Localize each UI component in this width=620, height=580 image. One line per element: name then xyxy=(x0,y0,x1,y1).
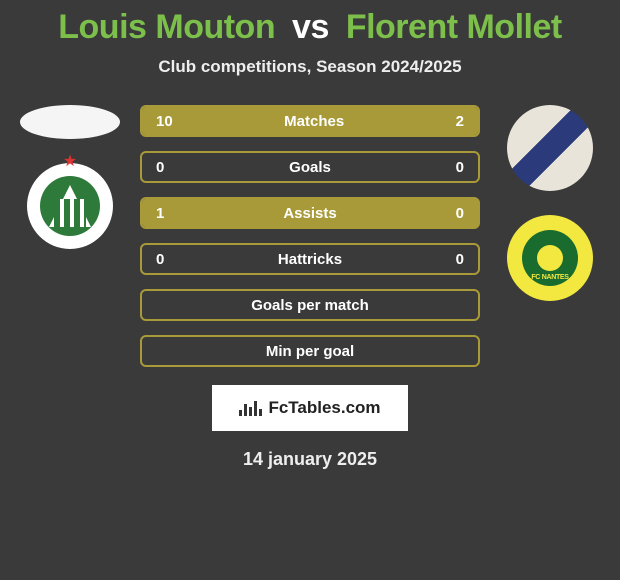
asse-stripes-icon xyxy=(54,199,86,227)
stat-left-value: 1 xyxy=(156,205,164,222)
stat-bar: Min per goal xyxy=(140,335,480,367)
stat-label: Assists xyxy=(283,205,336,222)
stat-bar: Goals per match xyxy=(140,289,480,321)
club2-crest: FC NANTES xyxy=(507,215,593,301)
badge-text: FcTables.com xyxy=(268,398,380,418)
stat-label: Matches xyxy=(284,113,344,130)
stat-bar: 0 Hattricks 0 xyxy=(140,243,480,275)
root: Louis Mouton vs Florent Mollet Club comp… xyxy=(0,0,620,580)
sun-icon xyxy=(537,245,563,271)
stat-label: Min per goal xyxy=(266,343,354,360)
bars-icon xyxy=(239,401,262,416)
subtitle: Club competitions, Season 2024/2025 xyxy=(158,57,461,77)
stats-column: 10 Matches 2 0 Goals 0 1 Assists 0 0 Hattricks 0 Goa… xyxy=(140,105,480,367)
stat-label: Hattricks xyxy=(278,251,342,268)
date-text: 14 january 2025 xyxy=(243,449,377,470)
player2-photo xyxy=(507,105,593,191)
stat-right-value: 0 xyxy=(456,251,464,268)
vs-text: vs xyxy=(292,8,329,46)
star-icon: ★ xyxy=(63,151,77,171)
content-row: ★ 10 Matches 2 0 Goals 0 1 Assists 0 0 Hattricks 0 G… xyxy=(0,105,620,367)
stat-left-value: 10 xyxy=(156,113,173,130)
club2-crest-label: FC NANTES xyxy=(507,274,593,281)
stat-right-value: 2 xyxy=(456,113,464,130)
stat-bar: 0 Goals 0 xyxy=(140,151,480,183)
right-avatar-column: FC NANTES xyxy=(500,105,600,301)
stat-bar: 1 Assists 0 xyxy=(140,197,480,229)
fctables-badge[interactable]: FcTables.com xyxy=(212,385,408,431)
stat-bar: 10 Matches 2 xyxy=(140,105,480,137)
stat-label: Goals xyxy=(289,159,331,176)
title: Louis Mouton vs Florent Mollet xyxy=(58,8,561,47)
stat-fill-right xyxy=(421,107,478,135)
stat-right-value: 0 xyxy=(456,205,464,222)
player1-photo xyxy=(20,105,120,139)
player2-name: Florent Mollet xyxy=(346,8,562,46)
club1-crest: ★ xyxy=(27,163,113,249)
player1-name: Louis Mouton xyxy=(58,8,275,46)
stat-label: Goals per match xyxy=(251,297,369,314)
left-avatar-column: ★ xyxy=(20,105,120,249)
stat-fill-left xyxy=(142,107,421,135)
stat-right-value: 0 xyxy=(456,159,464,176)
stat-left-value: 0 xyxy=(156,251,164,268)
stat-left-value: 0 xyxy=(156,159,164,176)
badge-inner: FcTables.com xyxy=(239,398,380,418)
